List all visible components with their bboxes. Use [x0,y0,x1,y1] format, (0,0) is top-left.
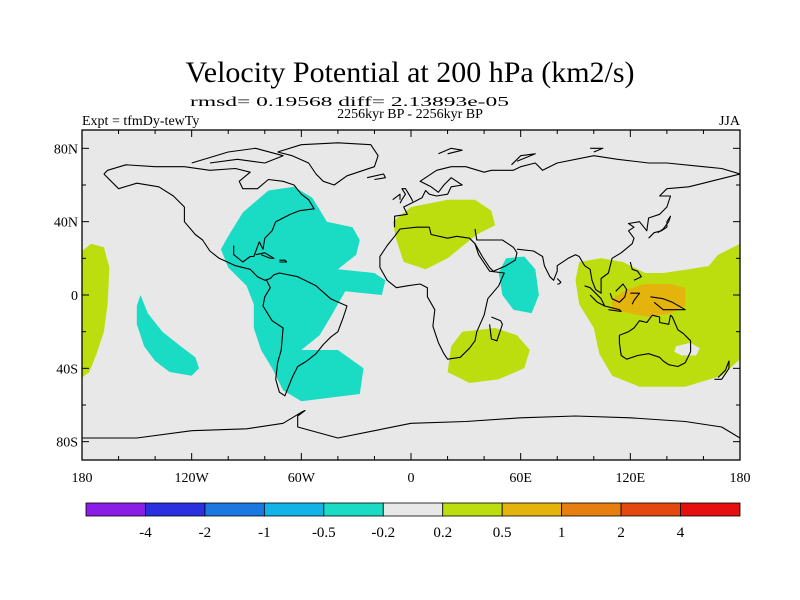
x-tick-label: 60W [288,471,316,486]
chart-title: Velocity Potential at 200 hPa (km2/s) [185,56,634,89]
colorbar-swatch [680,502,741,517]
colorbar-swatch [620,502,681,517]
coastline-segment [103,173,348,397]
colorbar-label: -2 [199,525,212,541]
coastline-segment [379,226,505,360]
stats-line: rmsd= 0.19568 diff= 2.13893e-05 [190,95,509,110]
colorbar-label: 0.5 [493,525,512,541]
coastline-segment [474,228,518,272]
x-tick-label: 120W [175,471,210,486]
coastline-segment [438,147,463,155]
colorbar-label: 2 [617,525,625,541]
coastline-segment [584,285,606,307]
contour-region-north-africa-arabia [392,199,496,270]
contour-region-australia-interior-gap [674,342,700,356]
coastline-layer [82,142,740,439]
coastline-segment [629,261,642,281]
contour-region-arabian-sea [498,256,539,314]
coastline-segment [279,259,288,263]
coastline-segment [392,193,401,201]
y-tick-label: 40S [56,362,78,377]
coastline-segment [648,215,672,239]
contour-region-north-pacific-east [82,243,110,378]
coastline-segment [556,278,562,285]
coastline-segment [590,147,604,153]
coastline-segment [103,164,315,263]
contour-region-maritime-continent-peak [612,284,686,317]
coastline-segment [191,147,284,164]
period-label: 2256kyr BP - 2256kyr BP [337,107,483,122]
x-tick-label: 60E [509,471,532,486]
colorbar-swatch [145,502,206,517]
x-tick-label: 180 [730,471,751,486]
x-tick-label: 180 [72,471,93,486]
colorbar-swatch [382,502,444,517]
coastline-segment [82,409,740,439]
x-tick-label: 120E [616,471,646,486]
colorbar-label: -4 [139,525,152,541]
y-tick-label: 0 [71,289,78,304]
coastline-segment [618,314,692,368]
y-tick-label: 80N [54,142,78,157]
y-tick-label: 80S [56,436,78,451]
colorbar-label: -0.5 [312,525,336,541]
colorbar-label: -0.2 [371,525,395,541]
colorbar-label: 1 [558,525,566,541]
y-axis: 80N 40N 0 40S 80S [54,142,740,451]
coastline-segment [366,173,386,181]
season-label: JJA [719,114,741,129]
y-tick-label: 40N [54,216,78,231]
colorbar-swatch [501,502,563,517]
coastline-segment [516,173,740,294]
colorbar-label: -1 [258,525,271,541]
colorbar-label: 0.2 [433,525,452,541]
coastline-segment [714,360,730,380]
coastline-segment [489,316,503,342]
contour-fill-layer [82,186,740,402]
coastline-segment [394,155,740,228]
coastline-segment [511,153,536,166]
colorbar-swatch [442,502,503,517]
colorbar-swatch [263,502,325,517]
colorbar-swatch [204,502,265,517]
x-tick-label: 0 [408,471,415,486]
coastline-segment [399,188,414,204]
contour-region-central-south-pacific [136,295,199,376]
colorbar-swatch [323,502,384,517]
colorbar: -4 -2 -1 -0.5 -0.2 0.2 0.5 1 2 4 [85,502,741,541]
coastline-segment [255,252,275,259]
coastline-segment [277,142,379,186]
colorbar-swatch [85,502,146,517]
coastline-segment [630,292,641,305]
coastline-segment [604,305,622,313]
colorbar-swatch [561,502,622,517]
coastline-segment [609,283,628,303]
colorbar-label: 4 [677,525,685,541]
contour-region-americas-atlantic [220,186,386,402]
contour-region-maritime-continent-australia [575,249,740,387]
coastline-segment [650,296,686,311]
experiment-label: Expt = tfmDy-tewTy [82,114,199,129]
x-axis: 180 120W 60W 0 60E 120E 180 [72,130,751,486]
contour-region-south-indian-ocean [447,328,530,383]
